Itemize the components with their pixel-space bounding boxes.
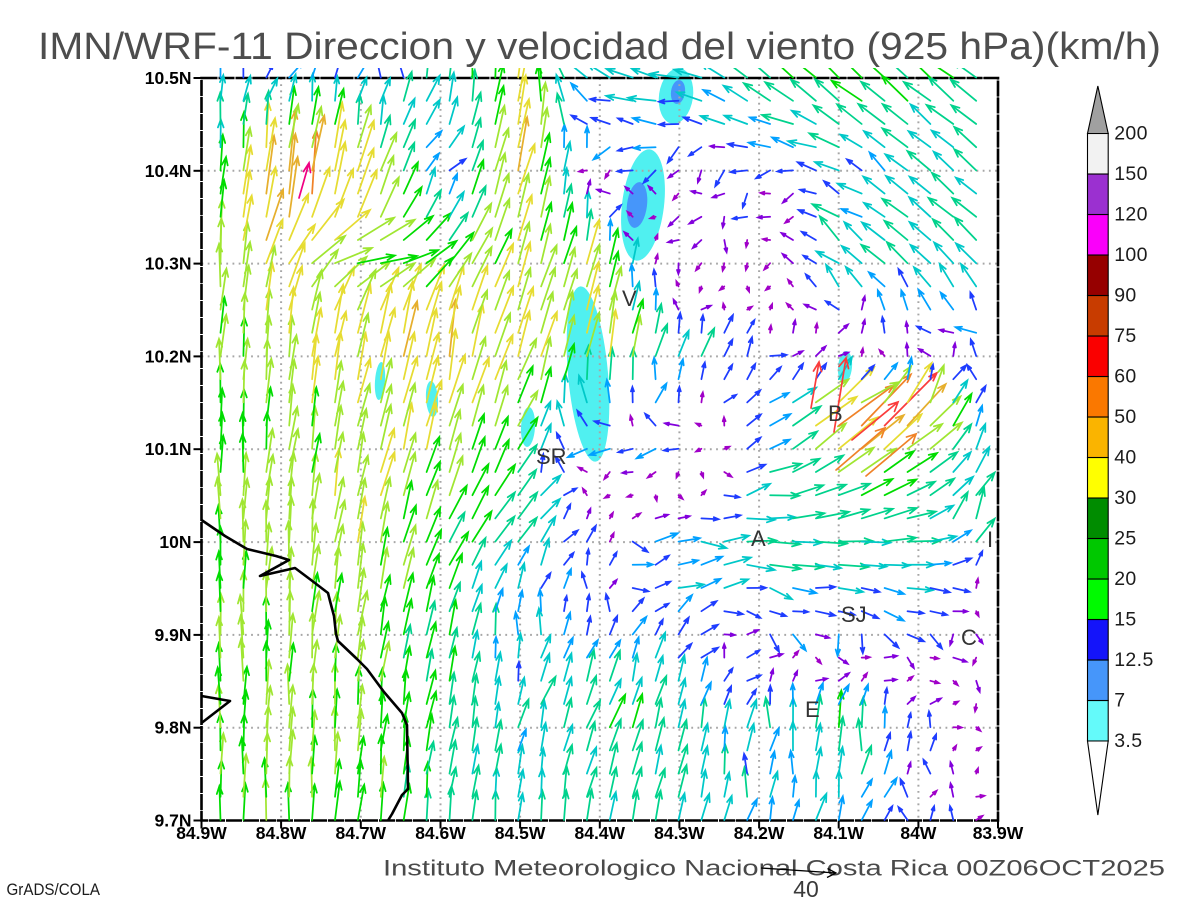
svg-text:10.2N: 10.2N xyxy=(145,346,192,366)
svg-text:9.9N: 9.9N xyxy=(155,625,192,645)
svg-text:9.8N: 9.8N xyxy=(155,718,192,738)
svg-text:7: 7 xyxy=(1114,690,1125,712)
svg-text:E: E xyxy=(805,697,820,722)
svg-text:84.7W: 84.7W xyxy=(336,823,387,843)
svg-text:20: 20 xyxy=(1114,568,1137,590)
svg-text:90: 90 xyxy=(1114,285,1137,307)
svg-text:84.9W: 84.9W xyxy=(176,823,227,843)
svg-text:83.9W: 83.9W xyxy=(973,823,1024,843)
svg-text:84.1W: 84.1W xyxy=(813,823,864,843)
svg-text:SR: SR xyxy=(536,444,567,469)
svg-text:84.8W: 84.8W xyxy=(256,823,307,843)
svg-text:200: 200 xyxy=(1114,123,1148,145)
svg-text:84.2W: 84.2W xyxy=(734,823,785,843)
svg-text:84W: 84W xyxy=(900,823,936,843)
svg-text:15: 15 xyxy=(1114,609,1137,631)
svg-text:84.3W: 84.3W xyxy=(654,823,705,843)
svg-text:120: 120 xyxy=(1114,204,1148,226)
svg-text:150: 150 xyxy=(1114,163,1148,185)
svg-text:10.1N: 10.1N xyxy=(145,439,192,459)
svg-text:10.4N: 10.4N xyxy=(145,161,192,181)
svg-text:50: 50 xyxy=(1114,406,1137,428)
svg-text:100: 100 xyxy=(1114,244,1148,266)
svg-text:25: 25 xyxy=(1114,528,1137,550)
svg-text:10.5N: 10.5N xyxy=(145,68,192,88)
svg-text:84.4W: 84.4W xyxy=(575,823,626,843)
svg-text:GrADS/COLA: GrADS/COLA xyxy=(7,880,101,899)
svg-text:C: C xyxy=(961,625,977,650)
svg-text:75: 75 xyxy=(1114,325,1137,347)
svg-text:A: A xyxy=(751,526,766,551)
svg-text:10.3N: 10.3N xyxy=(145,254,192,274)
svg-text:40: 40 xyxy=(793,876,819,900)
svg-text:9.7N: 9.7N xyxy=(155,811,192,831)
svg-text:SJ: SJ xyxy=(841,602,867,627)
svg-text:B: B xyxy=(828,401,843,426)
svg-text:3.5: 3.5 xyxy=(1114,730,1142,752)
svg-text:I: I xyxy=(987,527,993,552)
svg-text:30: 30 xyxy=(1114,487,1137,509)
svg-text:IMN/WRF-11 Direccion y velocid: IMN/WRF-11 Direccion y velocidad del vie… xyxy=(38,26,1161,68)
svg-text:60: 60 xyxy=(1114,366,1137,388)
svg-text:40: 40 xyxy=(1114,447,1137,469)
svg-text:84.6W: 84.6W xyxy=(415,823,466,843)
svg-text:Instituto Meteorologico Nacion: Instituto Meteorologico Nacional Costa R… xyxy=(383,856,1165,881)
svg-text:V: V xyxy=(622,286,637,311)
svg-text:12.5: 12.5 xyxy=(1114,649,1154,671)
svg-text:10N: 10N xyxy=(159,532,191,552)
svg-text:84.5W: 84.5W xyxy=(495,823,546,843)
